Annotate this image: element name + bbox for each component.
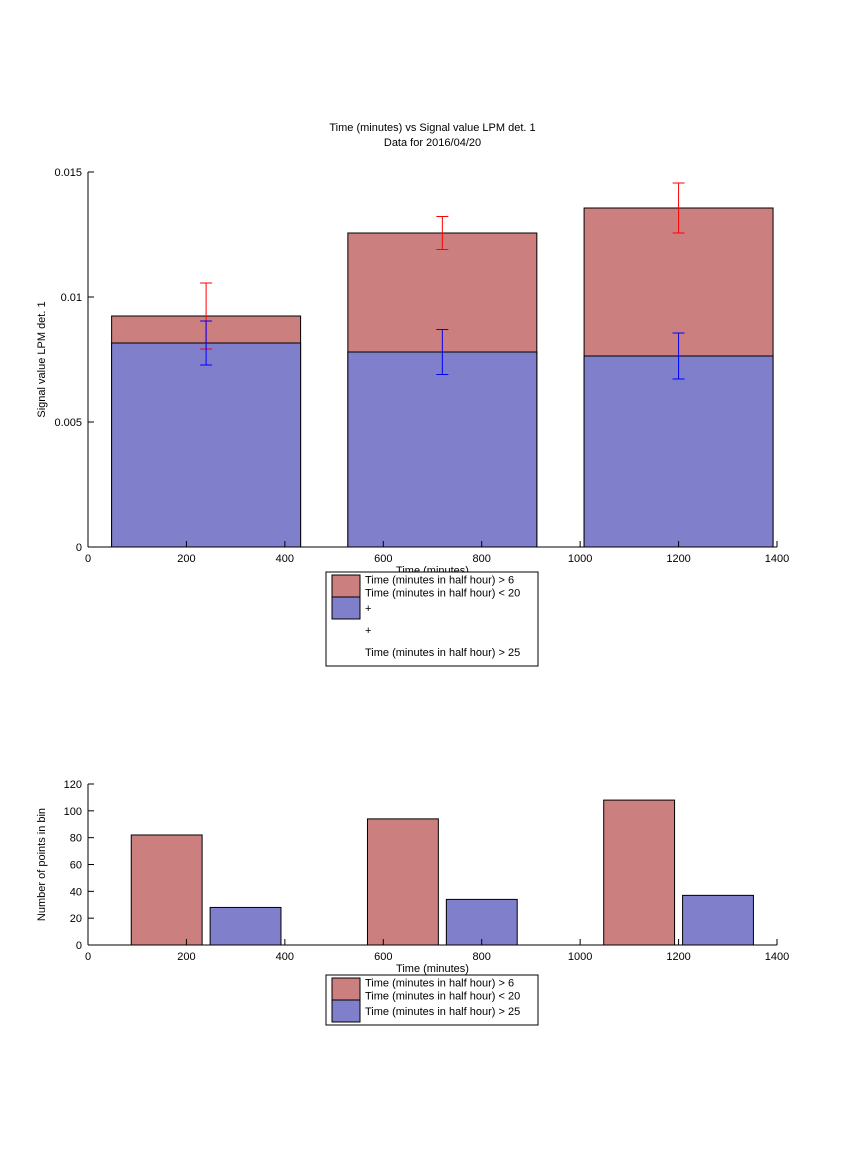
x-tick-label: 400	[276, 951, 294, 963]
y-tick-label: 100	[64, 806, 82, 818]
y-tick-label: 0.01	[61, 292, 82, 304]
y-tick-label: 80	[70, 833, 82, 845]
y-tick-label: 40	[70, 886, 82, 898]
error-bar	[672, 182, 685, 234]
legend-swatch	[331, 596, 361, 620]
chart-panel: Time (minutes) vs Signal value LPM det. …	[36, 122, 789, 667]
x-tick-label: 1400	[765, 553, 789, 565]
x-tick-label: 600	[374, 951, 392, 963]
bar	[209, 906, 282, 946]
error-bar	[200, 320, 213, 366]
y-tick-label: 0	[76, 542, 82, 554]
bar	[583, 355, 774, 548]
y-tick-label: 60	[70, 860, 82, 872]
x-axis-label: Time (minutes)	[396, 963, 469, 975]
legend-swatch	[331, 574, 361, 598]
bar	[130, 834, 203, 946]
legend: Time (minutes in half hour) > 6 Time (min…	[325, 974, 539, 1026]
bar	[347, 351, 538, 548]
x-tick-label: 1200	[666, 553, 690, 565]
legend-label: Time (minutes in half hour) > 25	[365, 1006, 520, 1018]
y-tick-label: 0.015	[54, 167, 82, 179]
y-tick-label: 0	[76, 940, 82, 952]
bar	[682, 894, 754, 946]
legend-box	[325, 974, 539, 1026]
x-tick-label: 600	[374, 553, 392, 565]
chart-title: Time (minutes) vs Signal value LPM det. …	[329, 122, 535, 134]
error-bar	[436, 329, 449, 375]
x-tick-label: 200	[177, 553, 195, 565]
x-tick-label: 0	[85, 951, 91, 963]
y-tick-label: 20	[70, 913, 82, 925]
error-bar	[672, 332, 685, 380]
x-tick-label: 1400	[765, 951, 789, 963]
legend-label: Time (minutes in half hour) > 25	[365, 647, 520, 659]
y-axis-label: Signal value LPM det. 1	[36, 301, 48, 417]
y-axis-label: Number of points in bin	[36, 808, 48, 921]
error-bar	[436, 216, 449, 250]
x-tick-label: 1000	[568, 553, 592, 565]
x-tick-label: 200	[177, 951, 195, 963]
legend-label: Time (minutes in half hour) > 6 Time (min…	[365, 978, 520, 1003]
x-tick-label: 400	[276, 553, 294, 565]
bar	[445, 898, 518, 946]
bar	[603, 799, 676, 946]
chart-subtitle: Data for 2016/04/20	[384, 137, 481, 149]
legend-label: Time (minutes in half hour) > 6 Time (min…	[365, 575, 520, 600]
y-tick-label: 0.005	[54, 417, 82, 429]
legend-box	[325, 571, 539, 667]
x-tick-label: 800	[473, 553, 491, 565]
x-tick-label: 1200	[666, 951, 690, 963]
x-tick-label: 1000	[568, 951, 592, 963]
legend-swatch	[331, 999, 361, 1023]
x-tick-label: 0	[85, 553, 91, 565]
legend-swatch	[331, 977, 361, 1001]
legend-label: +	[365, 625, 371, 637]
y-tick-label: 120	[64, 779, 82, 791]
bar	[366, 818, 439, 946]
bar	[111, 342, 302, 548]
legend: Time (minutes in half hour) > 6 Time (min…	[325, 571, 539, 667]
legend-label: +	[365, 603, 371, 615]
x-tick-label: 800	[473, 951, 491, 963]
